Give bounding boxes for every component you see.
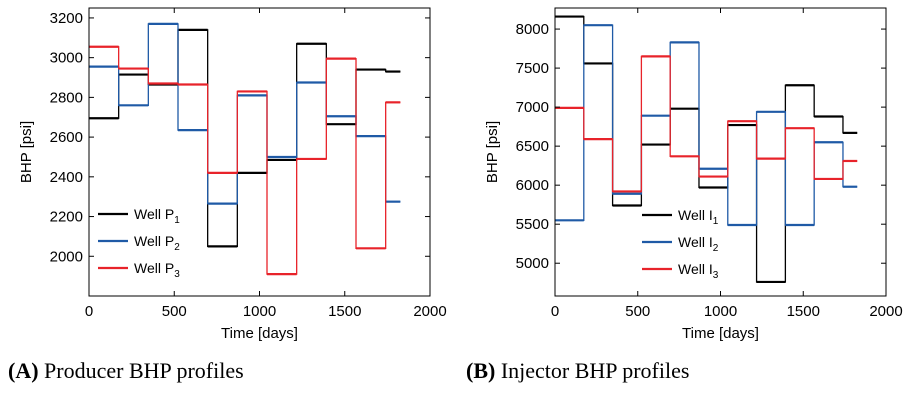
y-tick-label: 5000 [516,255,549,272]
injector-bhp-chart: 0 500 1000 1500 2000 5000 5500 6000 6500 7000 7500… [484,7,903,342]
legend-subscript: 2 [713,243,719,254]
y-tick-label: 2800 [50,89,83,106]
plot-frame [88,7,431,297]
plot-frame [554,7,887,297]
series-line-2 [89,23,401,205]
x-tick-label: 0 [551,303,559,320]
y-tick-label: 3200 [50,10,83,27]
y-tick-label: 7500 [516,60,549,77]
y-tick-label: 2400 [50,169,83,186]
series-line-2 [555,24,858,226]
y-tick-label: 6000 [516,177,549,194]
x-tick-label: 1500 [787,303,820,320]
y-tick-label: 8000 [516,21,549,38]
legend-subscript: 1 [174,215,180,226]
series-line-3 [555,55,858,193]
y-tick-label: 2000 [50,248,83,265]
x-axis-label: Time [days] [682,325,759,342]
x-tick-label: 2000 [869,303,902,320]
legend-subscript: 1 [713,216,719,227]
x-tick-label: 500 [625,303,650,320]
legend-label-1: Well I1 [678,207,719,227]
caption-b-text: Injector BHP profiles [500,358,690,383]
x-tick-label: 1000 [704,303,737,320]
legend-subscript: 3 [713,270,719,281]
y-tick-label: 7000 [516,99,549,116]
legend-label-3: Well P3 [134,260,180,280]
legend-label-2: Well P2 [134,233,180,253]
legend-subscript: 3 [174,269,180,280]
legend-label-1: Well P1 [134,206,180,226]
caption-b-tag: (B) [466,358,496,383]
y-tick-label: 2600 [50,129,83,146]
caption-b: (B) Injector BHP profiles [466,358,689,384]
x-tick-label: 1000 [243,303,276,320]
x-axis-label: Time [days] [221,325,298,342]
y-axis-label: BHP [psi] [484,121,501,183]
y-tick-label: 3000 [50,50,83,67]
panel-a: 0 500 1000 1500 2000 2000 2200 2400 2600 2800 3000… [8,7,447,384]
legend-label-3: Well I3 [678,261,719,281]
x-tick-label: 0 [85,303,93,320]
y-tick-label: 2200 [50,209,83,226]
legend-subscript: 2 [174,242,180,253]
caption-a-tag: (A) [8,358,39,383]
caption-a-text: Producer BHP profiles [44,358,244,383]
x-tick-label: 1500 [328,303,361,320]
x-tick-label: 500 [162,303,187,320]
y-axis-label: BHP [psi] [18,121,35,183]
x-tick-label: 2000 [413,303,446,320]
y-tick-label: 5500 [516,216,549,233]
panel-b: 0 500 1000 1500 2000 5000 5500 6000 6500 7000 7500… [458,0,916,400]
y-tick-label: 6500 [516,138,549,155]
legend-label-2: Well I2 [678,234,719,254]
producer-bhp-chart: 0 500 1000 1500 2000 2000 2200 2400 2600 2800 3000… [18,7,447,342]
caption-a: (A) Producer BHP profiles [8,358,244,384]
